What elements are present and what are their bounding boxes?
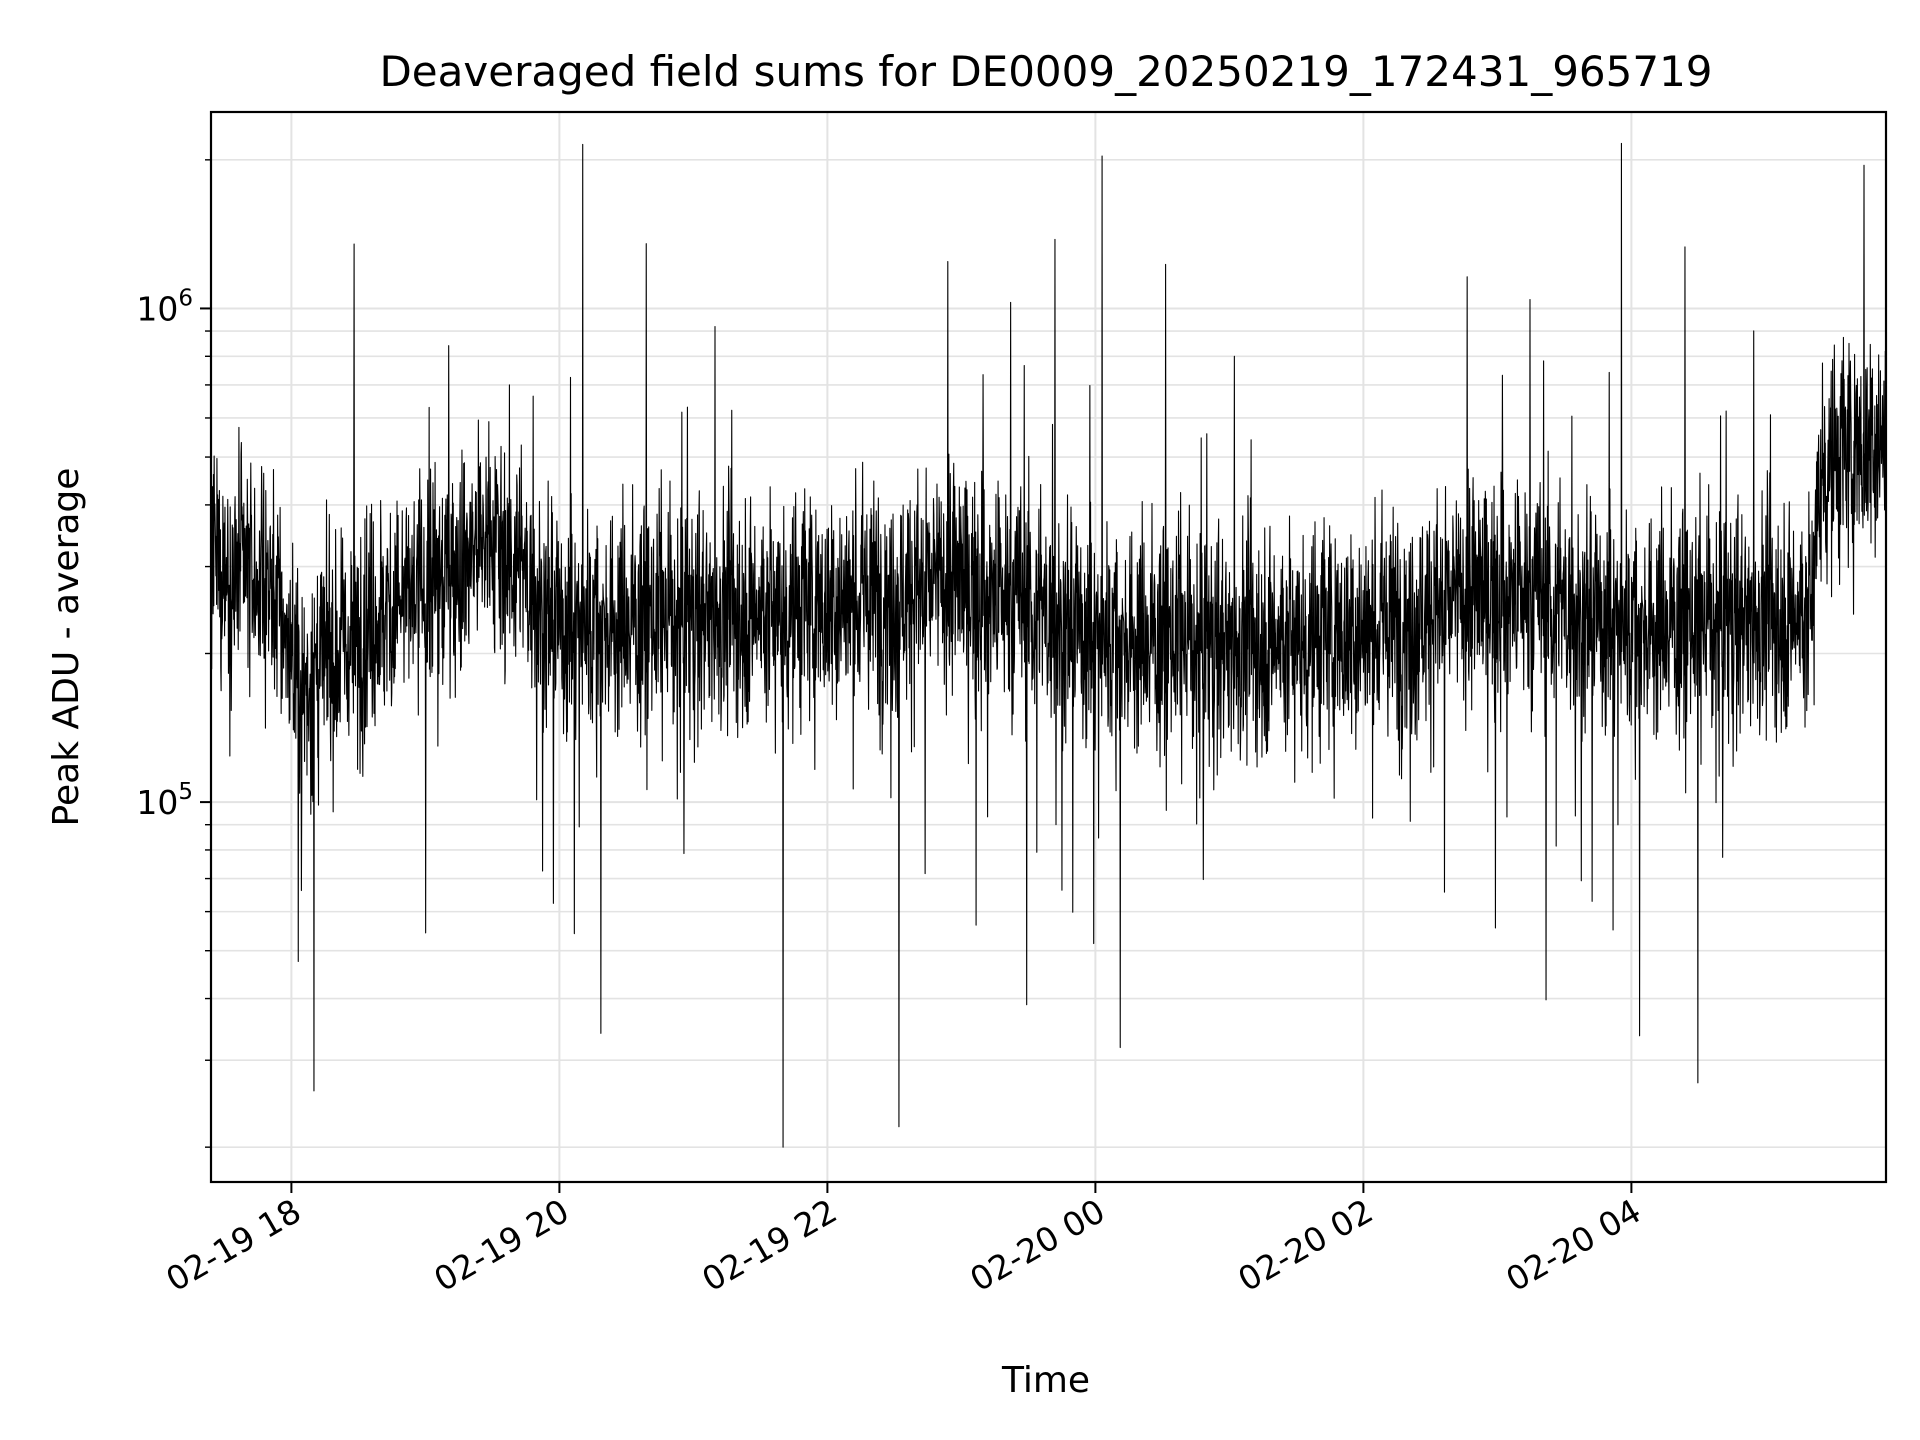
y-tick-exponent: 6 xyxy=(178,285,193,311)
y-tick-label: 105 xyxy=(136,779,193,822)
series-line xyxy=(210,142,1887,1148)
plot-frame xyxy=(209,110,1888,1184)
y-axis-label: Peak ADU - average xyxy=(46,468,87,827)
x-axis-label: Time xyxy=(1001,1360,1090,1401)
series-polyline xyxy=(210,142,1887,1148)
y-tick-base: 10 xyxy=(136,783,178,822)
y-tick-base: 10 xyxy=(136,289,178,328)
chart-title: Deaveraged field sums for DE0009_2025021… xyxy=(379,47,1712,96)
y-tick-exponent: 5 xyxy=(178,779,193,805)
y-tick-label: 106 xyxy=(136,285,193,328)
